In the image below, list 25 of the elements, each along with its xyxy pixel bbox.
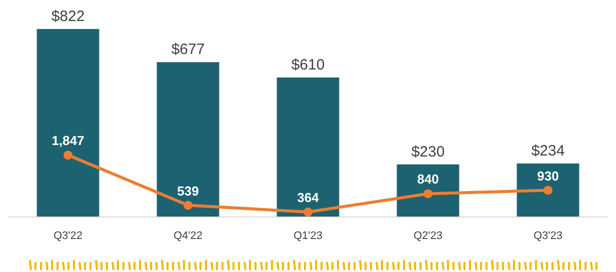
point [64,150,72,160]
data-label: 930 [537,168,559,184]
data-label: 840 [417,172,439,187]
data-label: $610 [291,56,325,74]
data-label: 539 [177,183,199,198]
x-tick-label: Q3'22 [53,230,83,242]
x-tick-label: Q2'23 [413,230,443,242]
point [184,200,192,210]
x-tick-label: Q3'23 [533,230,563,242]
data-label: 1,847 [52,133,84,148]
bar [396,164,460,217]
data-label: 364 [297,190,320,206]
point [424,189,432,198]
data-label: $822 [51,8,85,25]
point [304,208,312,217]
point [544,186,552,195]
data-label: $230 [411,143,445,160]
data-label: $677 [171,41,205,58]
data-label: $234 [531,142,565,160]
bar [156,62,220,217]
bar [36,29,100,217]
bar [276,77,340,217]
x-tick-label: Q1'23 [293,230,323,242]
bar [516,163,580,217]
x-tick-label: Q4'22 [173,230,203,242]
